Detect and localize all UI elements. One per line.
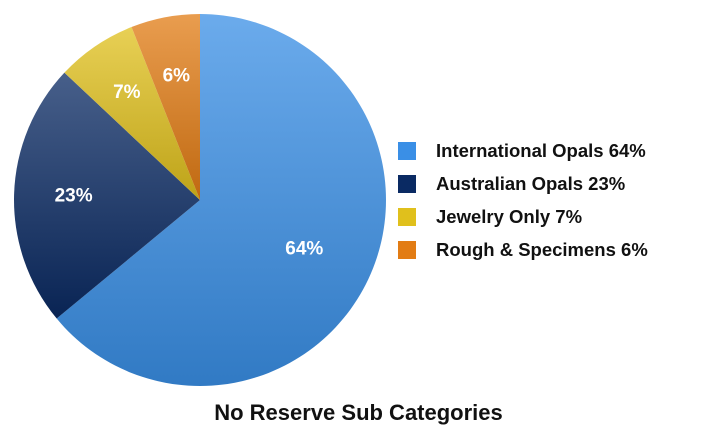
pie-slice-jewelry-only (64, 27, 200, 201)
slice-label-australian-opals: 23% (55, 186, 93, 207)
legend-item: Rough & Specimens 6% (398, 238, 648, 262)
pie-slice-international-opals (56, 14, 387, 386)
pie-slice-labels: 64% 23% 7% 6% (55, 65, 324, 259)
legend-swatch (398, 142, 416, 160)
legend-label: International Opals 64% (436, 140, 646, 161)
legend-label: Rough & Specimens 6% (436, 239, 648, 260)
slice-label-jewelry-only: 7% (113, 82, 141, 103)
legend: International Opals 64% Australian Opals… (398, 139, 648, 271)
legend-label: Australian Opals 23% (436, 173, 626, 194)
legend-swatch (398, 208, 416, 226)
slice-label-rough-and-specimens: 6% (163, 65, 191, 86)
legend-swatch (398, 241, 416, 259)
chart-title: No Reserve Sub Categories (214, 400, 503, 425)
pie-slices (14, 14, 387, 386)
slice-label-international-opals: 64% (285, 239, 323, 260)
legend-item: Australian Opals 23% (398, 172, 648, 196)
legend-swatch (398, 175, 416, 193)
legend-item: Jewelry Only 7% (398, 205, 648, 229)
legend-item: International Opals 64% (398, 139, 648, 163)
pie-slice-rough-and-specimens (131, 14, 200, 200)
legend-label: Jewelry Only 7% (436, 206, 583, 227)
pie-slice-australian-opals (14, 72, 201, 319)
